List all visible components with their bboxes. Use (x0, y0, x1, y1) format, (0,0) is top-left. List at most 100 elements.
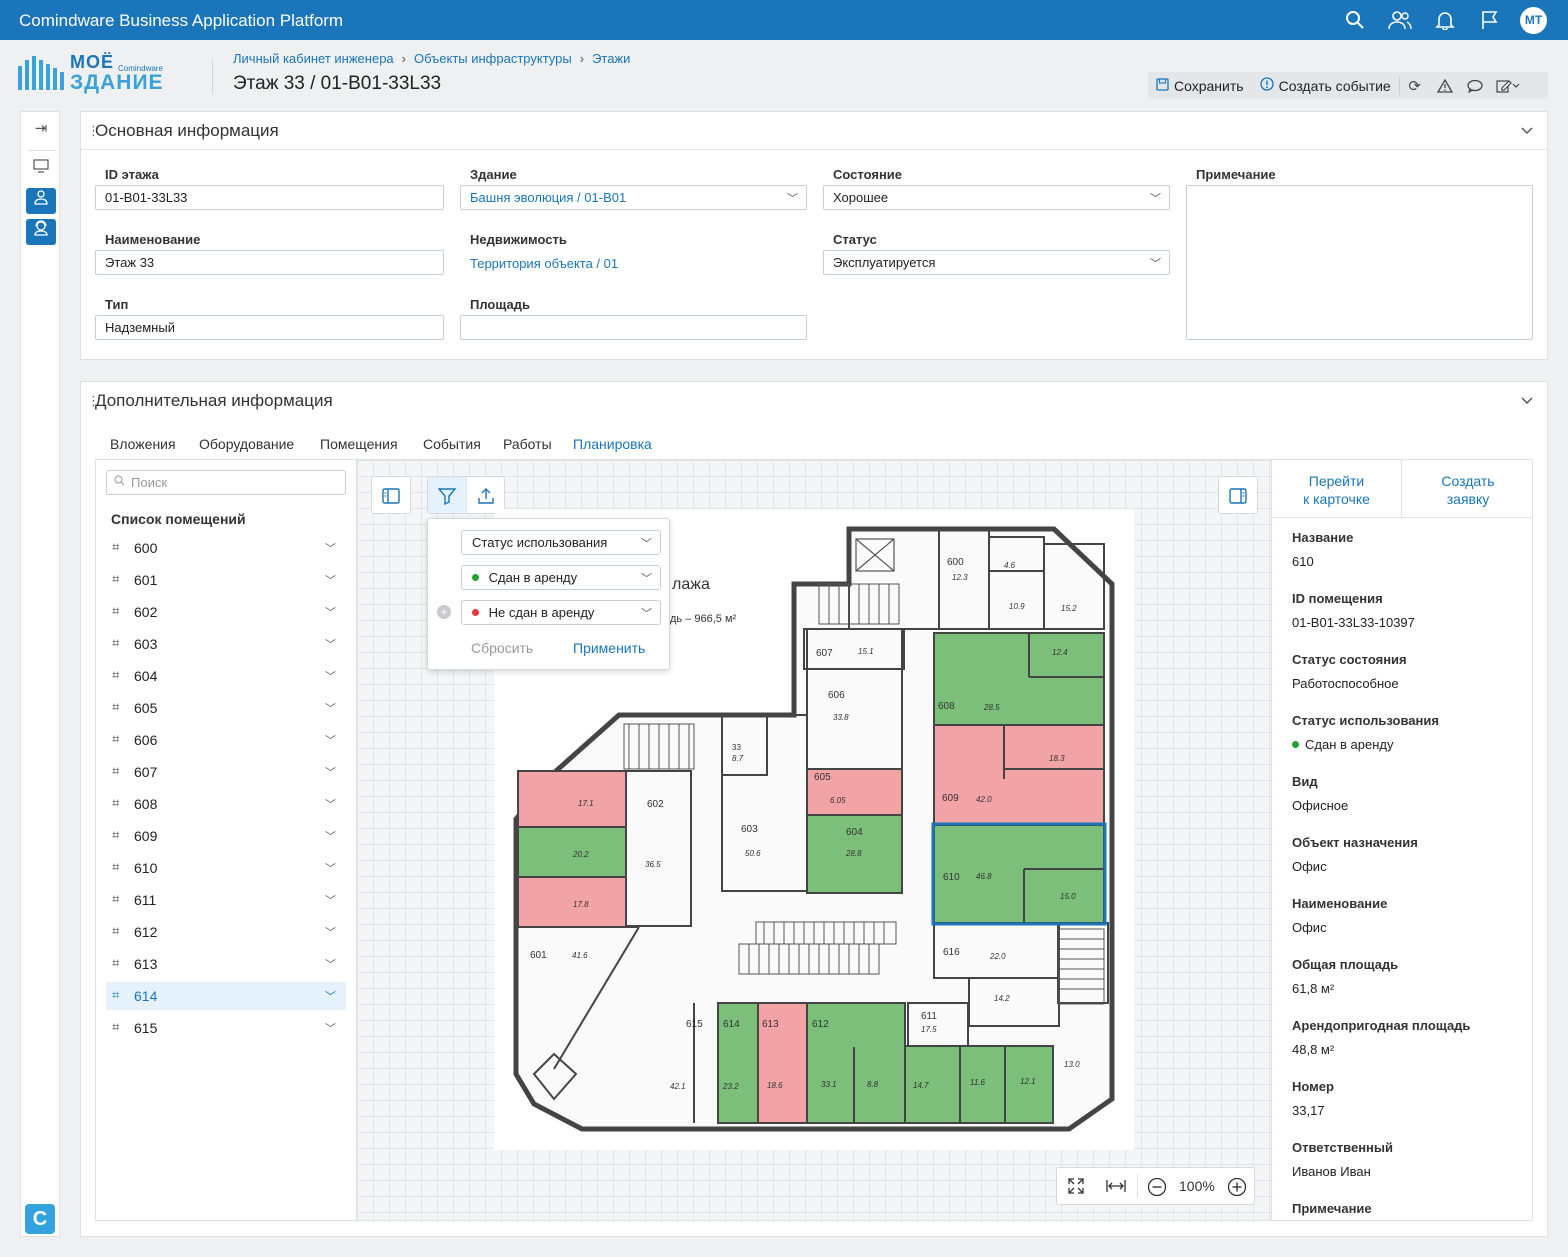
chevron-down-icon[interactable]: ﹀ (325, 831, 336, 843)
chevron-down-icon[interactable]: ﹀ (325, 607, 336, 619)
create-event-button[interactable]: Создать событие (1252, 72, 1399, 99)
filter-option-rented[interactable]: Сдан в аренду ﹀ (461, 565, 661, 590)
drag-handle-icon[interactable]: ⋮ (87, 123, 100, 138)
refresh-icon[interactable]: ⟳ (1408, 77, 1421, 95)
zoom-out-icon[interactable] (1147, 1177, 1167, 1200)
name-field[interactable]: Этаж 33 (95, 250, 444, 275)
list-item[interactable]: ⌗ 604 ﹀ (106, 662, 346, 690)
drag-handle-icon[interactable]: ⋮ (87, 393, 100, 408)
room-614[interactable] (717, 1002, 759, 1124)
room-12-1[interactable] (1004, 1045, 1054, 1124)
engineer-icon[interactable] (26, 188, 56, 214)
list-item[interactable]: ⌗ 601 ﹀ (106, 566, 346, 594)
chevron-down-icon[interactable]: ﹀ (325, 991, 336, 1003)
chevron-down-icon[interactable]: ﹀ (325, 575, 336, 587)
list-item[interactable]: ⌗ 609 ﹀ (106, 822, 346, 850)
room-608[interactable] (933, 632, 1105, 726)
apply-button[interactable]: Применить (573, 640, 646, 656)
flag-icon[interactable] (1479, 10, 1501, 30)
condition-select[interactable]: Хорошее ﹀ (823, 185, 1170, 210)
building-select[interactable]: Башня эволюция / 01-B01 ﹀ (460, 185, 807, 210)
chevron-down-icon[interactable]: ﹀ (325, 767, 336, 779)
area-field[interactable] (460, 315, 807, 340)
go-to-card-button[interactable]: Перейти к карточке (1272, 460, 1402, 518)
tab-rooms[interactable]: Помещения (320, 436, 398, 452)
chevron-down-icon[interactable]: ﹀ (325, 543, 336, 555)
export-icon[interactable] (466, 477, 504, 513)
list-item[interactable]: ⌗ 612 ﹀ (106, 918, 346, 946)
list-item[interactable]: ⌗ 602 ﹀ (106, 598, 346, 626)
chevron-down-icon[interactable]: ﹀ (325, 639, 336, 651)
user-avatar[interactable]: МТ (1520, 7, 1547, 34)
chevron-down-icon[interactable] (1521, 392, 1533, 408)
breadcrumb-engineer-cabinet[interactable]: Личный кабинет инженера (233, 51, 394, 66)
room-11-6[interactable] (959, 1045, 1006, 1124)
room-17-8[interactable] (517, 876, 627, 928)
room-613[interactable] (757, 1002, 808, 1124)
fit-width-icon[interactable] (1105, 1177, 1127, 1198)
room-609[interactable] (933, 724, 1105, 826)
breadcrumb-infrastructure[interactable]: Объекты инфраструктуры (414, 51, 572, 66)
list-item[interactable]: ⌗ 600 ﹀ (106, 534, 346, 562)
list-item[interactable]: ⌗ 605 ﹀ (106, 694, 346, 722)
tab-equipment[interactable]: Оборудование (199, 436, 295, 452)
list-item[interactable]: ⌗ 615 ﹀ (106, 1014, 346, 1042)
chevron-down-icon[interactable]: ﹀ (325, 1023, 336, 1035)
support-agent-icon[interactable] (26, 219, 56, 245)
warning-icon[interactable] (1430, 72, 1460, 99)
list-item[interactable]: ⌗ 611 ﹀ (106, 886, 346, 914)
list-item[interactable]: ⌗ 606 ﹀ (106, 726, 346, 754)
list-item[interactable]: ⌗ 603 ﹀ (106, 630, 346, 658)
search-icon[interactable] (1344, 10, 1366, 30)
status-select[interactable]: Эксплуатируется ﹀ (823, 250, 1170, 275)
tab-works[interactable]: Работы (503, 436, 552, 452)
chevron-down-icon[interactable]: ﹀ (325, 703, 336, 715)
room-610[interactable] (933, 824, 1105, 924)
room-search-input[interactable]: Поиск (106, 470, 346, 495)
save-button[interactable]: Сохранить (1148, 72, 1252, 99)
floor-plan[interactable]: лажа дь – 966,5 м² (494, 509, 1134, 1150)
filter-field-select[interactable]: Статус использования ﹀ (461, 530, 661, 555)
filter-option-not-rented[interactable]: Не сдан в аренду ﹀ (461, 600, 661, 625)
room-604[interactable] (806, 814, 903, 894)
extra-info-header[interactable]: ⋮ Дополнительная информация (81, 382, 1547, 420)
room-20-2[interactable] (517, 826, 627, 878)
create-request-button[interactable]: Создать заявку (1402, 460, 1532, 518)
type-field[interactable]: Надземный (95, 315, 444, 340)
collapse-sidebar-icon[interactable]: ⇥ (34, 120, 48, 137)
chevron-down-icon[interactable]: ﹀ (325, 959, 336, 971)
floor-id-field[interactable]: 01-B01-33L33 (95, 185, 444, 210)
list-item[interactable]: ⌗ 613 ﹀ (106, 950, 346, 978)
chevron-down-icon[interactable]: ﹀ (325, 863, 336, 875)
chevron-down-icon[interactable]: ﹀ (325, 671, 336, 683)
main-info-header[interactable]: ⋮ Основная информация (81, 112, 1547, 150)
chevron-down-icon[interactable] (1521, 122, 1533, 138)
tab-events[interactable]: События (423, 436, 481, 452)
chevron-down-icon[interactable]: ﹀ (325, 799, 336, 811)
toggle-left-panel-icon[interactable] (372, 477, 410, 513)
fit-screen-icon[interactable] (1067, 1177, 1085, 1198)
room-14-7[interactable] (904, 1045, 961, 1124)
chevron-down-icon[interactable]: ﹀ (325, 895, 336, 907)
breadcrumb-floors[interactable]: Этажи (592, 51, 631, 66)
tab-attachments[interactable]: Вложения (110, 436, 176, 452)
bell-icon[interactable] (1434, 10, 1456, 31)
realty-link[interactable]: Территория объекта / 01 (470, 256, 619, 271)
chevron-down-icon[interactable]: ﹀ (325, 735, 336, 747)
list-item[interactable]: ⌗ 614 ﹀ (106, 982, 346, 1010)
note-textarea[interactable] (1186, 185, 1533, 340)
filter-icon[interactable] (428, 477, 466, 513)
list-item[interactable]: ⌗ 610 ﹀ (106, 854, 346, 882)
edit-menu-icon[interactable] (1490, 72, 1526, 99)
toggle-right-panel-icon[interactable] (1219, 477, 1257, 513)
room-17-1[interactable] (517, 770, 627, 828)
zoom-in-icon[interactable] (1227, 1177, 1247, 1200)
reset-button[interactable]: Сбросить (471, 640, 534, 656)
list-item[interactable]: ⌗ 607 ﹀ (106, 758, 346, 786)
list-item[interactable]: ⌗ 608 ﹀ (106, 790, 346, 818)
comindware-logo-icon[interactable]: C (25, 1204, 55, 1234)
add-filter-icon[interactable]: + (437, 605, 451, 619)
room-612[interactable] (806, 1002, 906, 1124)
monitor-icon[interactable] (26, 156, 56, 182)
tab-layout[interactable]: Планировка (573, 436, 652, 452)
